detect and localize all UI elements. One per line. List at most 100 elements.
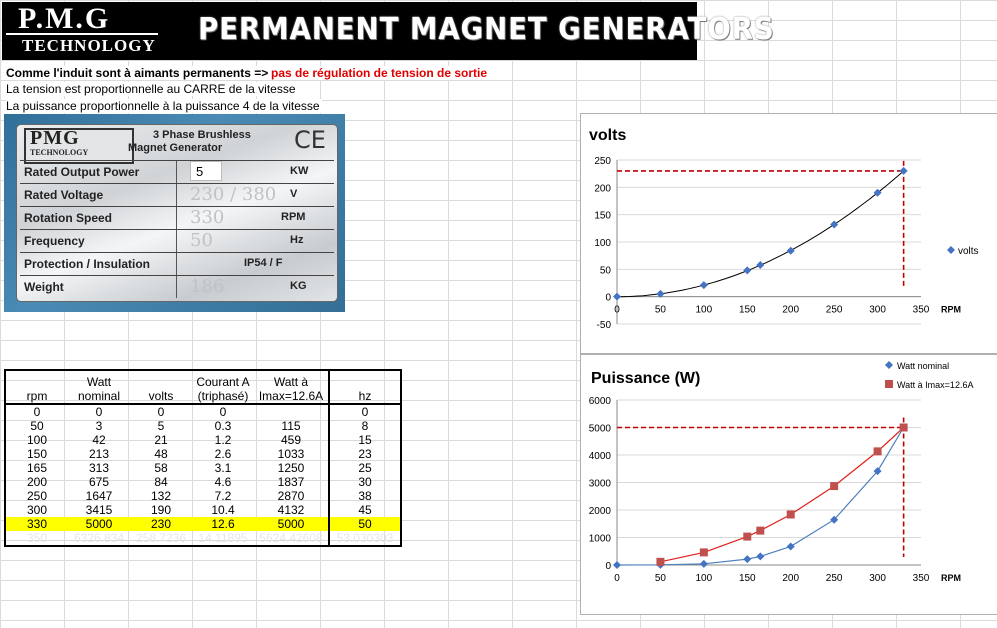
table-cell[interactable]: 38 <box>328 489 401 503</box>
nameplate-label: Frequency <box>24 234 85 248</box>
nameplate-value: IP54 / F <box>244 257 283 269</box>
table-cell[interactable]: 0 <box>95 405 103 419</box>
legend-label: Watt à Imax=12.6A <box>897 380 973 390</box>
table-cell[interactable]: 132 <box>150 489 172 503</box>
table-cell[interactable]: 213 <box>88 447 110 461</box>
table-cell[interactable]: 115 <box>281 419 301 433</box>
x-tick-label: 250 <box>826 305 843 316</box>
x-tick-label: 350 <box>913 305 930 316</box>
nameplate-unit: KW <box>290 165 309 177</box>
x-tick-label: 150 <box>739 305 756 316</box>
table-cell[interactable]: 50 <box>30 419 44 433</box>
table-cell[interactable]: 4.6 <box>214 475 232 489</box>
table-cell[interactable]: 8 <box>328 419 401 433</box>
table-cell[interactable]: 12.6 <box>192 517 254 531</box>
ce-mark-icon: CE <box>294 126 326 154</box>
volts-chart[interactable]: volts -50 0 50 100 150 200 250 0 50 100 150 200 250 30… <box>580 113 997 354</box>
table-cell[interactable]: 5000 <box>68 517 130 531</box>
table-cell[interactable]: 1250 <box>277 461 305 475</box>
header-line-2: nominal <box>77 389 121 403</box>
x-tick-label: 50 <box>655 305 667 316</box>
data-point <box>786 246 795 255</box>
table-cell[interactable]: 2.6 <box>214 447 232 461</box>
nameplate-label: Protection / Insulation <box>24 257 151 271</box>
table-cell[interactable]: 0 <box>157 405 165 419</box>
x-axis-label: RPM <box>941 305 961 315</box>
legend-marker <box>885 380 893 388</box>
nameplate-brand-box <box>24 128 134 164</box>
table-cell[interactable]: 258.7236 <box>135 531 187 545</box>
table-cell[interactable]: 58 <box>154 461 168 475</box>
table-cell[interactable]: 10.4 <box>211 503 235 517</box>
y-tick-label: -50 <box>597 320 612 331</box>
table-cell[interactable]: 1837 <box>277 475 305 489</box>
table-cell[interactable]: 0 <box>328 404 401 419</box>
table-cell[interactable]: 2870 <box>277 489 305 503</box>
table-cell[interactable]: 23 <box>328 447 401 461</box>
table-cell[interactable]: 30 <box>328 475 401 489</box>
table-cell[interactable]: 7.2 <box>214 489 232 503</box>
table-cell[interactable]: 330 <box>5 517 68 531</box>
table-cell[interactable]: 1033 <box>277 447 305 461</box>
table-cell[interactable]: 313 <box>88 461 110 475</box>
table-cell[interactable]: 5 <box>157 419 165 433</box>
data-point <box>756 260 765 269</box>
table-cell[interactable]: 5624.42608 <box>259 531 323 545</box>
table-cell[interactable]: 1.2 <box>214 433 232 447</box>
table-cell[interactable]: 14.11895 <box>198 531 248 545</box>
table-cell[interactable]: 250 <box>26 489 48 503</box>
table-cell[interactable]: 48 <box>154 447 168 461</box>
header-line-1: Watt <box>86 375 112 389</box>
table-cell[interactable]: 42 <box>92 433 106 447</box>
power-input-cell[interactable]: 5 <box>190 161 222 181</box>
table-header-cell: hz <box>328 370 401 405</box>
table-cell[interactable]: 100 <box>26 433 48 447</box>
table-cell[interactable]: 21 <box>154 433 168 447</box>
table-cell[interactable]: 300 <box>26 503 48 517</box>
table-cell[interactable]: 45 <box>328 503 401 517</box>
table-cell[interactable]: 25 <box>328 461 401 475</box>
table-cell[interactable]: 230 <box>130 517 192 531</box>
table-cell[interactable]: 350 <box>26 531 48 545</box>
header-line-1: Watt à <box>273 375 309 389</box>
table-cell[interactable]: 5000 <box>254 517 329 531</box>
nameplate-brand: PMG <box>30 127 80 149</box>
x-tick-label: 100 <box>696 305 713 316</box>
x-axis-label: RPM <box>941 573 961 583</box>
table-cell[interactable]: 150 <box>26 447 48 461</box>
data-point <box>756 552 765 561</box>
trend-line <box>617 170 904 298</box>
table-cell[interactable]: 675 <box>88 475 110 489</box>
chart-title: Puissance (W) <box>591 370 700 387</box>
table-cell[interactable]: 53.030303 <box>328 531 401 546</box>
table-cell[interactable]: 0.3 <box>214 419 232 433</box>
table-cell[interactable] <box>254 404 329 419</box>
table-cell[interactable]: 84 <box>154 475 168 489</box>
legend-marker <box>947 246 955 254</box>
logo-divider <box>6 33 158 35</box>
x-tick-label: 50 <box>655 573 667 584</box>
x-tick-label: 200 <box>782 305 799 316</box>
table-cell[interactable]: 3.1 <box>214 461 232 475</box>
table-cell[interactable]: 15 <box>328 433 401 447</box>
power-chart[interactable]: Puissance (W) 0 1000 2000 3000 4000 5000 6000 0 5… <box>580 354 997 615</box>
table-cell[interactable]: 459 <box>280 433 302 447</box>
table-cell[interactable]: 4132 <box>277 503 305 517</box>
data-point <box>873 188 882 197</box>
note-line-3: La puissance proportionnelle à la puissa… <box>6 99 322 113</box>
table-cell[interactable]: 165 <box>26 461 48 475</box>
nameplate-desc-1: 3 Phase Brushless <box>153 129 251 141</box>
table-cell[interactable]: 200 <box>26 475 48 489</box>
table-cell[interactable]: 50 <box>328 517 401 531</box>
table-cell[interactable]: 3415 <box>85 503 113 517</box>
data-table-wrapper: rpm Watt nominal volts Courant A (triphasé) Wa… <box>4 369 402 547</box>
table-cell[interactable]: 0 <box>33 405 41 419</box>
nameplate-value: 230 / 380 <box>190 184 277 205</box>
table-cell[interactable]: 3 <box>95 419 103 433</box>
table-cell[interactable]: 1647 <box>85 489 113 503</box>
table-cell[interactable]: 190 <box>150 503 172 517</box>
table-cell[interactable]: 6326.834 <box>73 531 125 545</box>
nameplate-unit: RPM <box>281 211 306 223</box>
table-cell[interactable]: 0 <box>219 405 227 419</box>
